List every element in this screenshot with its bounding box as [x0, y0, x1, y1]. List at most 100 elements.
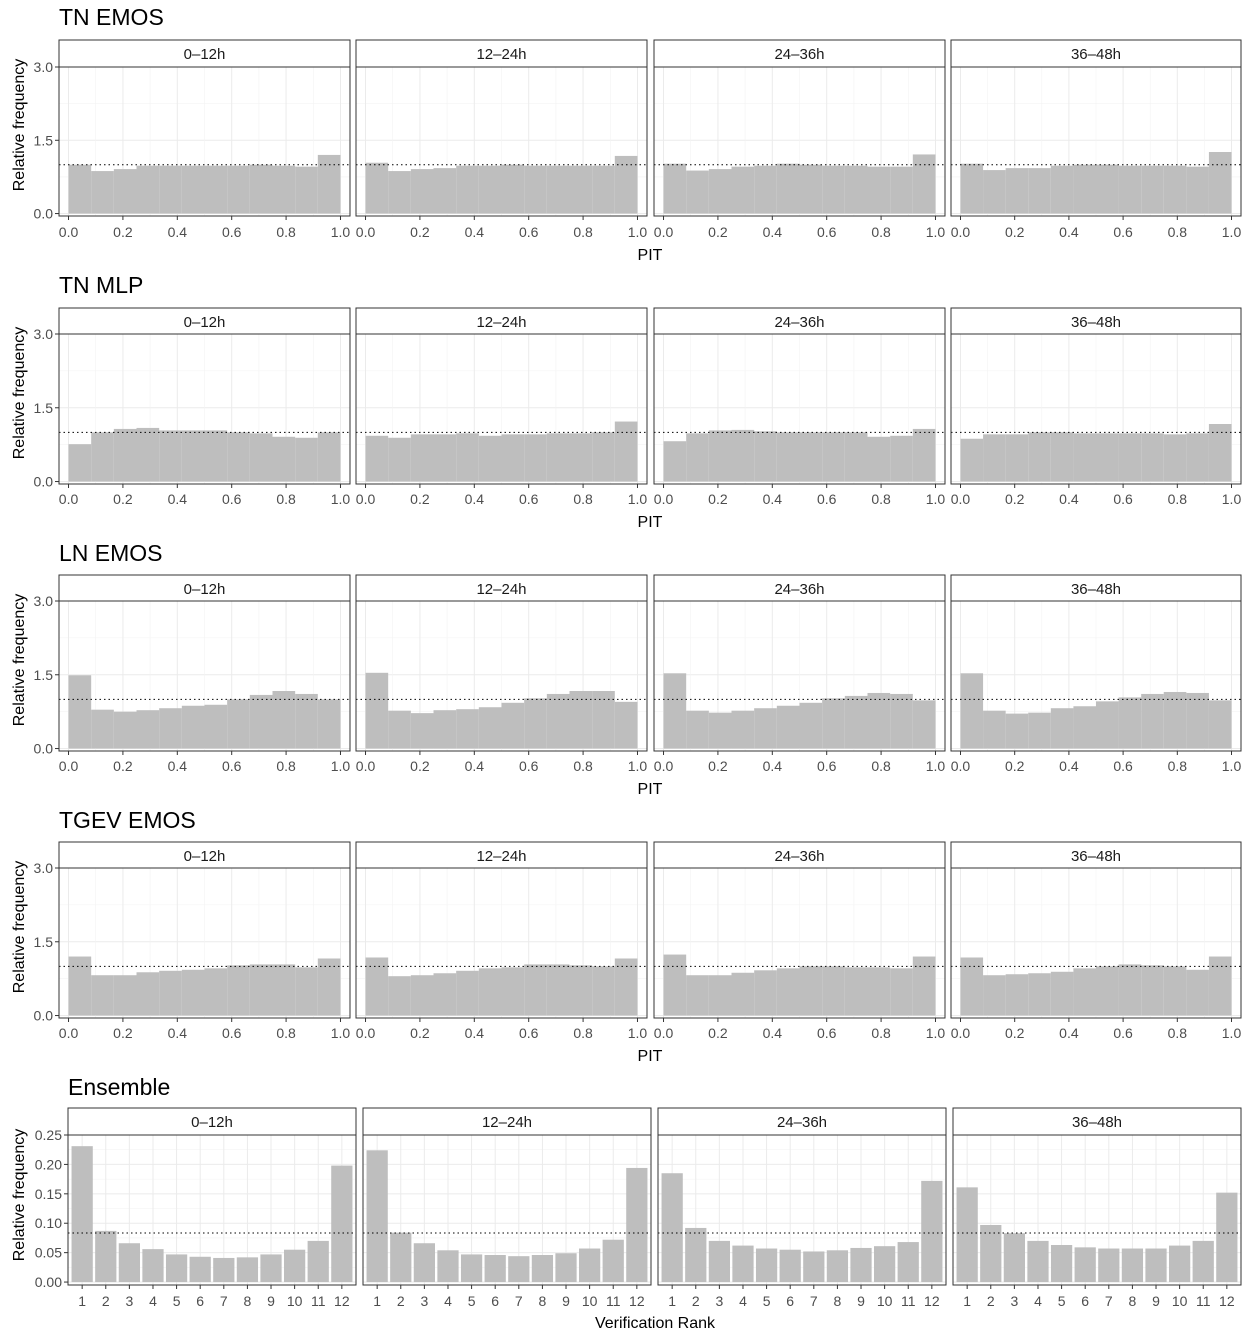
x-tick-label: 0.0 [356, 224, 376, 240]
panel-2: 24–36h 0.0 0.2 0.4 0.6 0.8 1.0 [653, 39, 946, 240]
bar [663, 954, 687, 1016]
x-tick-label: 11 [311, 1293, 326, 1309]
x-tick-label: 0.0 [356, 491, 376, 507]
bar [921, 1180, 943, 1283]
facet-strip [950, 574, 1242, 602]
x-tick-label: 1 [78, 1293, 86, 1309]
bar [1098, 1248, 1120, 1283]
y-tick-label: 0.10 [35, 1215, 62, 1231]
bar [614, 155, 638, 214]
x-tick-label: 0.8 [1168, 224, 1188, 240]
x-tick-label: 4 [739, 1293, 747, 1309]
x-tick-label: 0.8 [1168, 758, 1188, 774]
bar [912, 700, 936, 749]
bar [1050, 971, 1074, 1016]
bar [1118, 697, 1142, 749]
bar [91, 975, 114, 1016]
bar [365, 435, 389, 482]
bar [136, 710, 160, 749]
bar [776, 163, 800, 214]
bar [272, 691, 296, 749]
bar [410, 169, 434, 214]
x-tick-label: 0.0 [654, 491, 674, 507]
bar [136, 165, 160, 214]
bar [1028, 973, 1051, 1016]
x-tick-label: 8 [539, 1293, 547, 1309]
x-tick-label: 0.0 [356, 1025, 376, 1041]
bar [1028, 712, 1051, 749]
bar [1141, 693, 1164, 749]
x-tick-label: 0.2 [113, 491, 133, 507]
bar [686, 433, 709, 482]
y-axis-title: Relative frequency [11, 861, 28, 994]
bar [1074, 1247, 1096, 1283]
bar [1073, 433, 1096, 482]
bar [227, 699, 250, 749]
x-tick-label: 0.2 [113, 1025, 133, 1041]
bar [478, 165, 502, 214]
bar [614, 701, 638, 749]
x-tick-label: 4 [1034, 1293, 1042, 1309]
bar [189, 1256, 211, 1283]
bar [822, 165, 845, 214]
bar [1073, 164, 1096, 214]
x-tick-label: 0.2 [113, 758, 133, 774]
x-tick-label: 0.8 [573, 224, 593, 240]
bar [592, 165, 615, 214]
bar [159, 165, 182, 214]
bar [118, 1243, 140, 1283]
bar [410, 975, 434, 1016]
x-tick-label: 6 [491, 1293, 499, 1309]
x-tick-label: 0.4 [168, 491, 188, 507]
x-tick-label: 0.4 [168, 758, 188, 774]
bar [1192, 1240, 1214, 1283]
x-tick-label: 0.0 [951, 224, 971, 240]
y-tick-label: 1.5 [34, 667, 54, 683]
facet-label: 24–36h [774, 848, 824, 865]
x-tick-label: 0.2 [708, 758, 728, 774]
bar [1141, 433, 1164, 482]
bar [1005, 713, 1029, 749]
bar [227, 165, 250, 214]
panel-0: 0–12h 0.0 0.2 0.4 0.6 0.8 1.0 0.0 1.5 3.0 [34, 574, 351, 774]
bar [181, 165, 205, 214]
bar [960, 673, 984, 749]
bar [113, 169, 137, 214]
x-tick-label: 1.0 [1222, 758, 1242, 774]
x-tick-label: 1 [963, 1293, 971, 1309]
bar [437, 1250, 459, 1283]
x-tick-label: 8 [834, 1293, 842, 1309]
bar [433, 168, 457, 214]
bar [1186, 692, 1209, 749]
bar [91, 432, 114, 482]
x-tick-label: 10 [1172, 1293, 1188, 1309]
facet-label: 12–24h [476, 46, 526, 63]
bar [850, 1247, 872, 1283]
panel-3: 36–48h 0.0 0.2 0.4 0.6 0.8 1.0 [950, 841, 1242, 1041]
facet-strip [67, 1107, 357, 1136]
bar [524, 964, 547, 1016]
x-tick-label: 3 [715, 1293, 723, 1309]
y-tick-label: 0.0 [34, 474, 54, 490]
facet-strip [58, 39, 351, 68]
y-tick-label: 1.5 [34, 934, 54, 950]
bar [68, 444, 92, 482]
x-tick-label: 0.6 [817, 1025, 837, 1041]
x-tick-label: 12 [629, 1293, 645, 1309]
x-tick-label: 6 [1081, 1293, 1089, 1309]
bar [249, 164, 273, 214]
x-tick-label: 9 [1152, 1293, 1160, 1309]
bar [732, 1245, 754, 1283]
bar [478, 707, 502, 749]
x-tick-label: 1.0 [331, 224, 351, 240]
x-tick-label: 0.4 [465, 1025, 485, 1041]
bar [1050, 1245, 1073, 1283]
x-tick-label: 0.4 [465, 224, 485, 240]
x-tick-label: 1.0 [628, 758, 648, 774]
bar [686, 170, 709, 214]
bar [1027, 1240, 1049, 1283]
y-tick-label: 0.05 [35, 1245, 62, 1261]
